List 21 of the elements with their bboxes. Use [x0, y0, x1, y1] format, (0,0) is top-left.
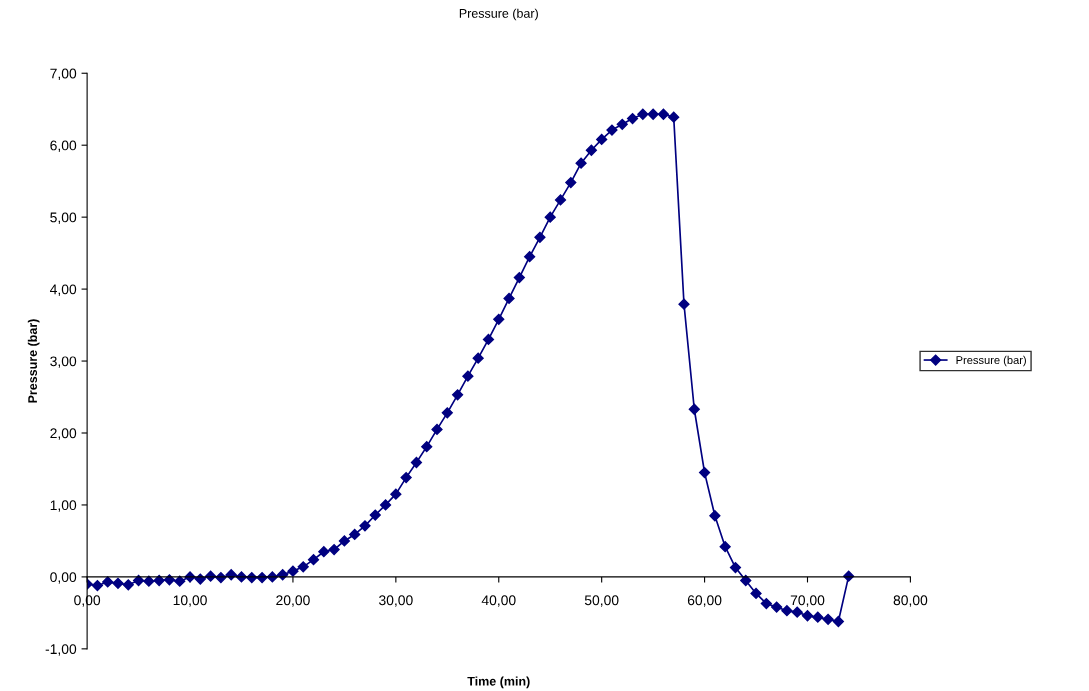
x-tick-label: 60,00 [687, 595, 722, 607]
x-tick-label: 10,00 [173, 595, 207, 607]
x-tick-label: 20,00 [276, 595, 310, 607]
y-tick-label: -1,00 [45, 644, 77, 656]
x-tick-label: 50,00 [584, 595, 619, 607]
chart-title: Pressure (bar) [459, 8, 538, 21]
x-tick-label: 70,00 [790, 595, 825, 607]
y-tick-label: 2,00 [50, 428, 77, 440]
y-tick-label: 3,00 [50, 356, 77, 368]
x-tick-label: 40,00 [481, 595, 516, 607]
y-tick-label: 6,00 [50, 140, 77, 153]
y-tick-label: 5,00 [50, 212, 77, 224]
y-tick-label: 1,00 [50, 500, 77, 512]
y-tick-label: 4,00 [49, 284, 77, 296]
y-tick-label: 0,00 [50, 572, 77, 584]
y-tick-label: 7,00 [50, 68, 77, 81]
legend-label: Pressure (bar) [956, 355, 1026, 367]
x-tick-label: 30,00 [379, 595, 413, 607]
x-axis-title: Time (min) [467, 676, 530, 689]
y-axis-title: Pressure (bar) [27, 319, 40, 403]
x-tick-label: 80,00 [893, 595, 928, 607]
